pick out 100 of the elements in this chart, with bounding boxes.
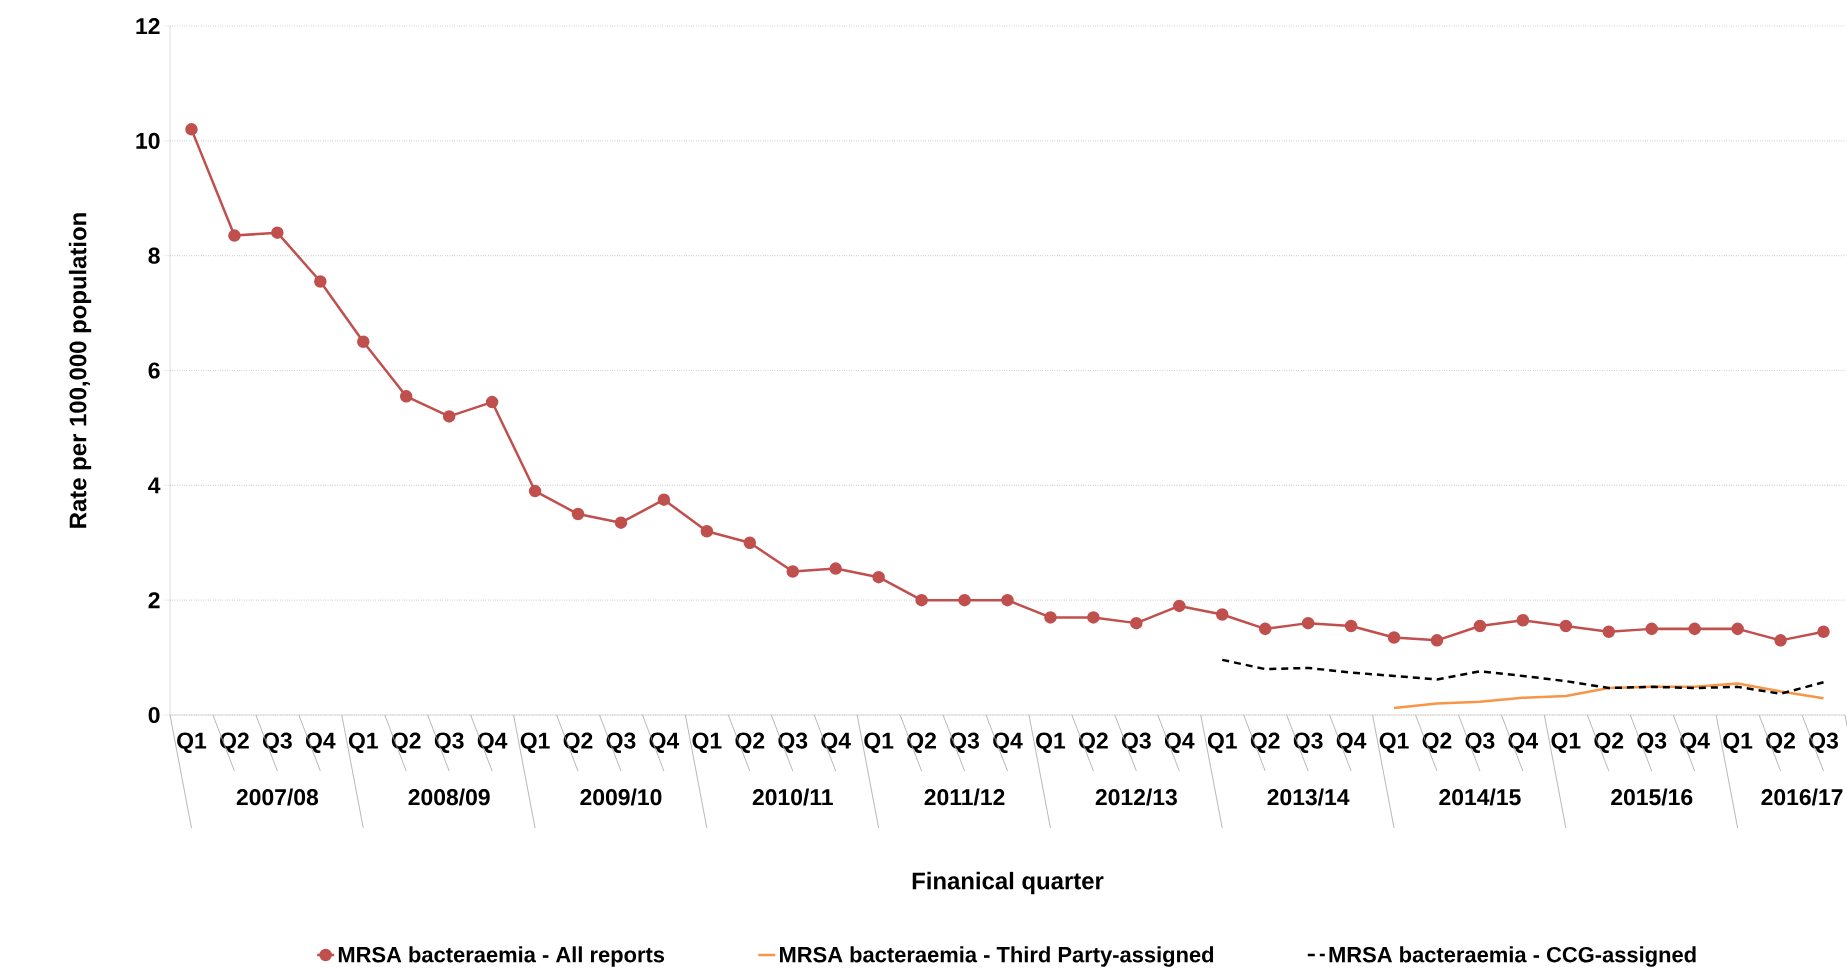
text: 2009/10 (580, 788, 662, 806)
point (1301, 616, 1315, 630)
x-tick-label: Q1 (692, 732, 722, 754)
x-tick-label: Q1 (348, 732, 378, 754)
x-tick-label: Q3 (1293, 732, 1323, 754)
x-tick-label: Q1 (520, 732, 550, 754)
x-tick-label: Q1 (1379, 732, 1409, 754)
y-tick-label: 12 (136, 17, 160, 34)
point (228, 229, 241, 242)
point (743, 536, 757, 549)
x-tick-label: Q3 (950, 732, 980, 754)
point (872, 570, 885, 584)
point (1559, 619, 1573, 633)
point (1258, 622, 1272, 636)
point (1645, 622, 1658, 636)
x-tick-label: Q3 (1465, 732, 1495, 754)
y-tick-label: 6 (148, 362, 160, 379)
point (1044, 611, 1057, 624)
point (1001, 593, 1014, 607)
point (271, 226, 284, 239)
point (1516, 614, 1530, 627)
y-tick-label: 10 (136, 132, 160, 149)
x-tick-label: Q2 (391, 732, 421, 754)
x-tick-label: Q4 (477, 732, 508, 754)
text: 2016/17 (1761, 788, 1843, 806)
x-tick-label: Q2 (1250, 732, 1280, 754)
point (829, 562, 842, 575)
point (185, 123, 198, 136)
x-tick-label: Q2 (1079, 732, 1108, 754)
point (958, 593, 971, 607)
x-tick-label: Q3 (1809, 732, 1838, 754)
text: 2013/14 (1267, 788, 1350, 806)
x-tick-label: Q4 (305, 732, 336, 754)
point (1344, 619, 1358, 633)
point (1473, 619, 1487, 633)
x-tick-label: Q2 (563, 732, 593, 754)
point (1817, 625, 1830, 638)
point (1602, 625, 1616, 638)
legend-label: MRSA bacteraemia - CCG-assigned (1329, 946, 1696, 967)
x-tick-label: Q1 (1207, 732, 1237, 754)
x-tick-label: Q2 (220, 732, 249, 754)
point (1087, 611, 1100, 624)
point (1430, 634, 1444, 647)
x-tick-label: Q4 (1680, 732, 1710, 754)
point (1173, 599, 1186, 613)
x-tick-label: Q2 (1422, 732, 1452, 754)
point (1688, 622, 1701, 636)
text: 2011/12 (924, 788, 1005, 806)
x-tick-label: Q1 (1036, 732, 1066, 754)
text: 2014/15 (1439, 788, 1521, 806)
x-tick-label: Q1 (864, 732, 894, 754)
y-tick-label: 0 (148, 706, 160, 724)
point (786, 565, 800, 578)
x-tick-label: Q4 (1508, 732, 1539, 754)
point (357, 335, 370, 349)
x-tick-label: Q2 (1594, 732, 1624, 754)
x-tick-label: Q3 (778, 732, 808, 754)
point (399, 390, 413, 403)
point (442, 410, 456, 423)
point (614, 516, 628, 529)
line-series (1220, 658, 1825, 695)
x-tick-label: Q4 (993, 732, 1023, 754)
text: 2007/08 (236, 788, 319, 806)
point (700, 525, 714, 538)
text: 2012/13 (1095, 788, 1177, 806)
y-tick-label: 4 (148, 477, 161, 494)
point (1130, 616, 1143, 630)
x-tick-label: Q3 (263, 732, 292, 754)
y-tick-label: 2 (148, 592, 160, 609)
legend-label: MRSA bacteraemia - All reports (338, 946, 665, 967)
text: 2010/11 (752, 788, 833, 806)
x-tick-label: Q2 (1766, 732, 1795, 754)
point (657, 493, 671, 506)
x-axis-title: Finanical quarter (912, 871, 1104, 895)
x-tick-label: Q3 (434, 732, 464, 754)
point (528, 484, 542, 498)
text: 2015/16 (1611, 788, 1693, 806)
x-tick-label: Q4 (1336, 732, 1367, 754)
x-tick-label: Q3 (606, 732, 636, 754)
point (1387, 631, 1401, 644)
x-tick-label: Q1 (1723, 732, 1753, 754)
x-tick-label: Q2 (907, 732, 936, 754)
x-tick-label: Q4 (1164, 732, 1195, 754)
x-tick-label: Q2 (735, 732, 765, 754)
point (314, 275, 327, 288)
x-tick-label: Q4 (821, 732, 851, 754)
point (915, 593, 928, 607)
y-tick-label: 8 (148, 247, 160, 264)
text: 2008/09 (408, 788, 490, 806)
point (1731, 622, 1744, 636)
point (1774, 634, 1787, 647)
x-tick-label: Q3 (1122, 732, 1151, 754)
point (485, 395, 499, 409)
x-tick-label: Q3 (1637, 732, 1667, 754)
legend-label: MRSA bacteraemia - Third Party-assigned (779, 946, 1214, 967)
x-tick-label: Q1 (1551, 732, 1581, 754)
x-tick-label: Q1 (177, 732, 207, 754)
x-tick-label: Q4 (649, 732, 680, 754)
y-axis-title: Rate per 100,000 population (68, 213, 92, 528)
point (571, 507, 585, 521)
